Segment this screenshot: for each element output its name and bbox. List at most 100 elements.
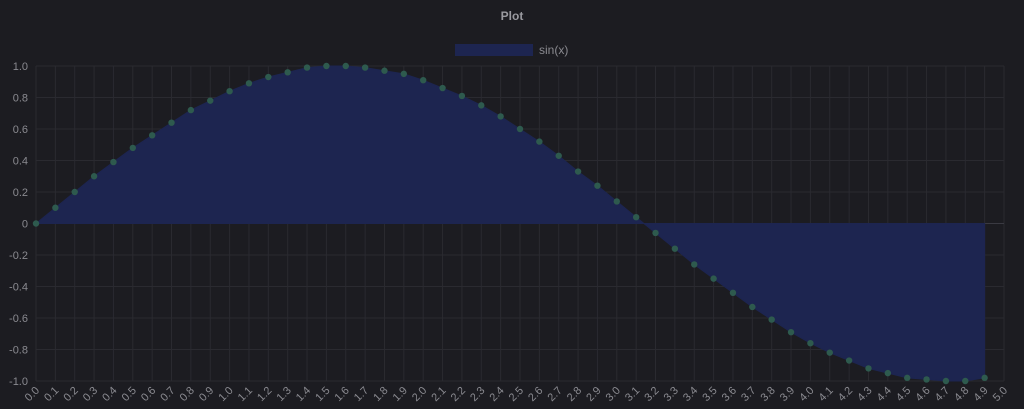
x-tick-label: 1.4 <box>294 385 313 404</box>
data-point <box>187 106 195 114</box>
data-point <box>32 220 40 227</box>
x-tick-label: 1.5 <box>313 385 332 404</box>
y-tick-label: 0 <box>22 219 28 231</box>
x-axis: 0.0 0.1 0.2 0.3 0.4 0.5 0.6 0.7 0.8 0.9 1.0 1.1 1.2 1… <box>23 385 1010 404</box>
x-tick-label: 0.4 <box>100 385 119 404</box>
y-tick-label: 0.6 <box>13 124 28 136</box>
x-tick-label: 3.6 <box>720 385 739 404</box>
x-tick-label: 1.0 <box>216 385 235 404</box>
data-point <box>168 119 175 126</box>
data-point <box>962 377 969 385</box>
chart-title: Plot <box>501 9 524 23</box>
x-tick-label: 4.7 <box>933 385 952 404</box>
data-point <box>729 289 737 296</box>
data-point <box>245 80 253 87</box>
data-point <box>439 84 446 92</box>
x-tick-label: 2.4 <box>487 385 506 404</box>
legend[interactable]: sin(x) <box>455 43 568 57</box>
x-tick-label: 4.2 <box>836 385 855 404</box>
data-point <box>942 377 950 385</box>
legend-swatch <box>455 44 533 56</box>
data-point <box>691 261 698 268</box>
x-tick-label: 0.6 <box>139 385 158 404</box>
x-tick-label: 0.2 <box>62 385 81 404</box>
x-tick-label: 2.8 <box>565 385 584 404</box>
x-tick-label: 3.7 <box>739 385 758 404</box>
x-tick-label: 3.1 <box>623 385 642 404</box>
x-tick-label: 0.5 <box>120 385 139 404</box>
data-point <box>52 204 59 211</box>
data-point <box>361 64 369 71</box>
data-point <box>652 229 659 237</box>
data-point <box>284 69 291 76</box>
x-tick-label: 4.3 <box>855 385 874 404</box>
y-tick-label: 0.8 <box>13 93 28 105</box>
x-tick-label: 4.0 <box>797 385 816 404</box>
data-point <box>613 198 620 205</box>
data-point <box>904 374 911 382</box>
data-point <box>594 182 601 189</box>
y-tick-label: -0.8 <box>9 345 28 357</box>
x-tick-label: 0.9 <box>197 385 216 404</box>
data-point <box>342 62 349 70</box>
data-point <box>226 88 233 95</box>
x-tick-label: 3.5 <box>700 385 719 404</box>
data-point <box>265 73 272 81</box>
x-tick-label: 3.2 <box>642 385 661 404</box>
data-point <box>497 113 504 120</box>
y-axis: 1.0 0.8 0.6 0.4 0.2 0 -0.2 -0.4 -0.6 -0.8 -1.0 <box>9 61 28 388</box>
data-point <box>516 125 524 133</box>
data-point <box>90 173 98 180</box>
data-point <box>303 64 311 71</box>
data-point <box>671 245 679 252</box>
data-point <box>148 132 156 139</box>
y-tick-label: 0.2 <box>13 187 28 199</box>
series-area-sin <box>34 65 986 382</box>
data-point <box>768 316 775 323</box>
x-tick-label: 4.1 <box>817 385 836 404</box>
x-tick-label: 2.6 <box>526 385 545 404</box>
data-point <box>826 349 833 356</box>
data-point <box>458 92 466 100</box>
x-tick-label: 2.1 <box>429 385 448 404</box>
x-tick-label: 4.6 <box>913 385 932 404</box>
data-point <box>981 374 988 382</box>
data-point <box>71 188 78 196</box>
legend-label: sin(x) <box>539 43 568 57</box>
data-point <box>574 168 582 175</box>
x-tick-label: 3.0 <box>604 385 623 404</box>
x-tick-label: 4.4 <box>875 385 894 404</box>
x-tick-label: 2.3 <box>468 385 487 404</box>
x-tick-label: 1.9 <box>391 385 410 404</box>
y-tick-label: -0.6 <box>9 313 28 325</box>
data-point <box>536 138 543 145</box>
x-tick-label: 3.9 <box>778 385 797 404</box>
x-tick-label: 0.3 <box>81 385 100 404</box>
data-point <box>555 152 562 159</box>
x-tick-label: 0.8 <box>178 385 197 404</box>
y-tick-label: 1.0 <box>13 61 28 73</box>
data-point <box>923 376 930 383</box>
x-tick-label: 4.8 <box>952 385 971 404</box>
data-point <box>110 158 117 166</box>
plot-area <box>34 65 986 382</box>
x-tick-label: 2.7 <box>546 385 565 404</box>
data-point <box>749 303 756 311</box>
x-tick-label: 0.1 <box>42 385 61 404</box>
x-tick-label: 2.0 <box>410 385 429 404</box>
y-tick-label: -1.0 <box>9 376 28 388</box>
x-tick-label: 1.7 <box>352 385 371 404</box>
x-tick-label: 0.7 <box>158 385 177 404</box>
x-tick-label: 4.9 <box>971 385 990 404</box>
data-point <box>420 76 427 84</box>
x-tick-label: 1.2 <box>255 385 274 404</box>
x-tick-label: 3.4 <box>681 385 700 404</box>
x-tick-label: 2.2 <box>449 385 468 404</box>
x-tick-label: 1.8 <box>371 385 390 404</box>
x-tick-label: 2.5 <box>507 385 526 404</box>
data-points <box>32 62 988 385</box>
data-point <box>478 102 485 109</box>
data-point <box>884 369 892 377</box>
x-tick-label: 1.3 <box>274 385 293 404</box>
